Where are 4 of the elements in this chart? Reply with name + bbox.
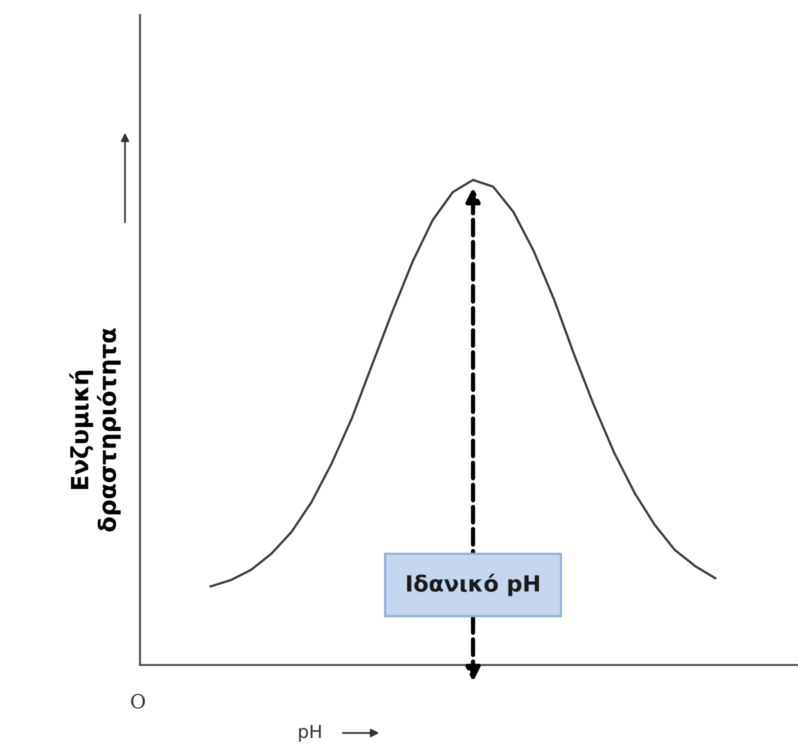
annotation: Ιδανικό pH bbox=[407, 574, 539, 596]
x-axis-title: pH bbox=[299, 724, 321, 742]
text: O bbox=[131, 694, 145, 709]
y-axis-title: Ενζυμική δραστηριότητα bbox=[69, 328, 121, 532]
